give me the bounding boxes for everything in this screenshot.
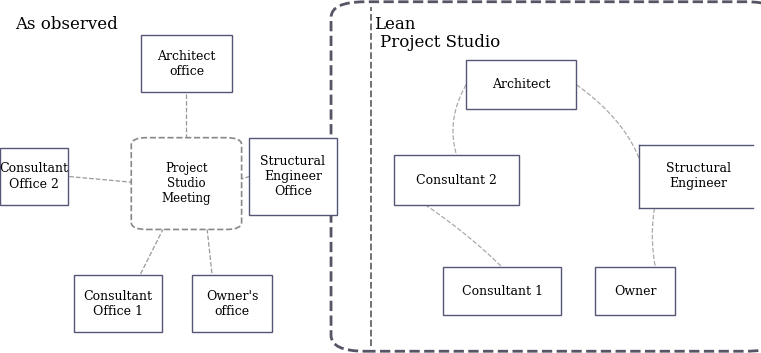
Text: Consultant
Office 2: Consultant Office 2 (0, 162, 68, 191)
Text: Structural
Engineer
Office: Structural Engineer Office (260, 155, 326, 198)
Bar (75, 275, 162, 332)
Bar (141, 35, 232, 92)
Text: Consultant 1: Consultant 1 (462, 285, 543, 298)
Text: Consultant
Office 1: Consultant Office 1 (84, 289, 152, 318)
Bar (0, 148, 68, 205)
Text: Owner: Owner (614, 285, 657, 298)
Bar (250, 138, 336, 215)
Text: Owner's
office: Owner's office (206, 289, 258, 318)
Bar (192, 275, 272, 332)
Bar (394, 155, 520, 205)
Bar (443, 268, 562, 315)
FancyBboxPatch shape (132, 138, 242, 229)
Text: As observed: As observed (15, 16, 118, 33)
FancyBboxPatch shape (331, 2, 761, 351)
Bar (595, 268, 676, 315)
Text: Architect
office: Architect office (158, 49, 215, 78)
Text: Project
Studio
Meeting: Project Studio Meeting (161, 162, 212, 205)
Text: Architect: Architect (492, 78, 550, 91)
Text: Lean: Lean (374, 16, 416, 33)
Text: Project Studio: Project Studio (380, 34, 501, 51)
Text: Consultant 2: Consultant 2 (416, 174, 497, 186)
Bar (466, 60, 577, 109)
Text: Structural
Engineer: Structural Engineer (666, 162, 731, 191)
